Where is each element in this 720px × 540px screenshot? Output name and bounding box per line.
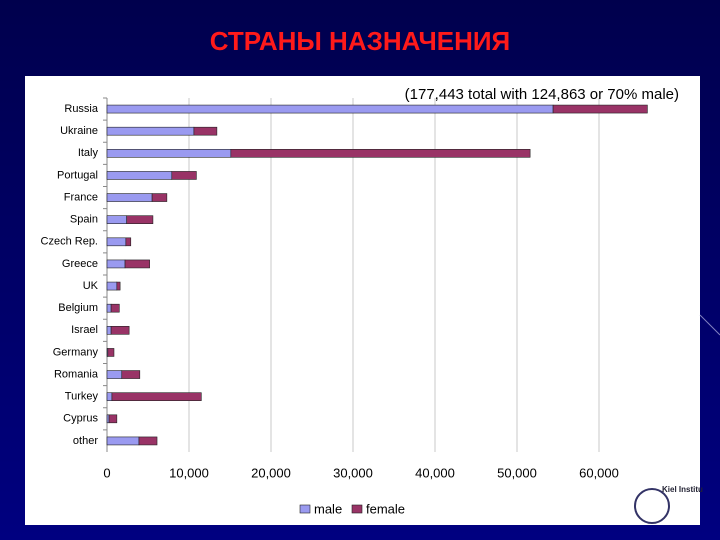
x-tick-label: 60,000 — [579, 465, 619, 480]
x-tick-label: 20,000 — [251, 465, 291, 480]
bar-segment — [230, 149, 531, 158]
bar-segment — [125, 237, 132, 247]
y-tick-label: Italy — [78, 147, 99, 159]
y-tick-label: Spain — [70, 214, 98, 226]
logo-text: Kiel Institu — [662, 485, 703, 494]
legend-swatch — [299, 504, 311, 514]
bar-segment — [106, 171, 173, 180]
bar-segment — [171, 171, 197, 180]
x-tick-label: 40,000 — [415, 465, 455, 480]
bar-segment — [116, 281, 121, 291]
y-tick-label: UK — [83, 280, 99, 292]
annotation: (177,443 total with 124,863 or 70% male) — [405, 86, 679, 103]
y-tick-label: Cyprus — [63, 413, 98, 425]
x-tick-label: 10,000 — [169, 465, 209, 480]
x-tick-label: 50,000 — [497, 465, 537, 480]
y-tick-label: Turkey — [65, 391, 99, 403]
y-tick-label: Greece — [62, 258, 98, 270]
bar-segment — [106, 414, 110, 424]
bar-segment — [106, 193, 153, 202]
logo-globe — [634, 488, 670, 524]
bar-segment — [108, 414, 118, 424]
y-tick-label: France — [64, 191, 98, 203]
bar-segment — [106, 237, 127, 247]
bar-segment — [552, 104, 648, 114]
legend-label: female — [366, 501, 405, 516]
bar-segment — [126, 215, 154, 224]
x-tick-label: 0 — [103, 465, 110, 480]
bar-segment — [111, 392, 202, 401]
bar-segment — [106, 104, 554, 114]
slide-title: СТРАНЫ НАЗНАЧЕНИЯ — [210, 26, 510, 56]
y-tick-label: Israel — [71, 324, 98, 336]
y-tick-label: Belgium — [58, 302, 98, 314]
legend-swatch — [351, 504, 363, 514]
bar-segment — [121, 370, 141, 379]
bar-segment — [151, 193, 168, 202]
legend-label: male — [314, 501, 342, 516]
decor-line — [699, 314, 720, 336]
bar-segment — [110, 326, 130, 335]
bar-segment — [124, 259, 150, 269]
bar-segment — [106, 326, 112, 335]
bar-segment — [107, 348, 115, 357]
y-tick-label: other — [73, 435, 98, 447]
bar-segment — [106, 259, 126, 269]
bar-segment — [110, 303, 120, 313]
bar-segment — [106, 149, 232, 158]
bar-segment — [106, 215, 127, 224]
x-tick-label: 30,000 — [333, 465, 373, 480]
y-tick-label: Czech Rep. — [41, 236, 98, 248]
bar-segment — [193, 126, 218, 136]
bar-segment — [106, 303, 112, 313]
y-tick-label: Romania — [54, 368, 99, 380]
bar-segment — [106, 281, 118, 291]
bar-segment — [106, 370, 123, 379]
plot: 0 10,000 20,000 30,000 40,000 50,000 60,000 Rus… — [41, 86, 679, 516]
bar-segment — [106, 436, 140, 446]
y-tick-label: Russia — [64, 103, 99, 115]
y-tick-label: Germany — [53, 346, 99, 358]
bar-segment — [106, 126, 195, 136]
y-tick-label: Portugal — [57, 169, 98, 181]
bar-segment — [138, 436, 158, 446]
bar-segment — [106, 392, 113, 401]
y-tick-label: Ukraine — [60, 125, 98, 137]
